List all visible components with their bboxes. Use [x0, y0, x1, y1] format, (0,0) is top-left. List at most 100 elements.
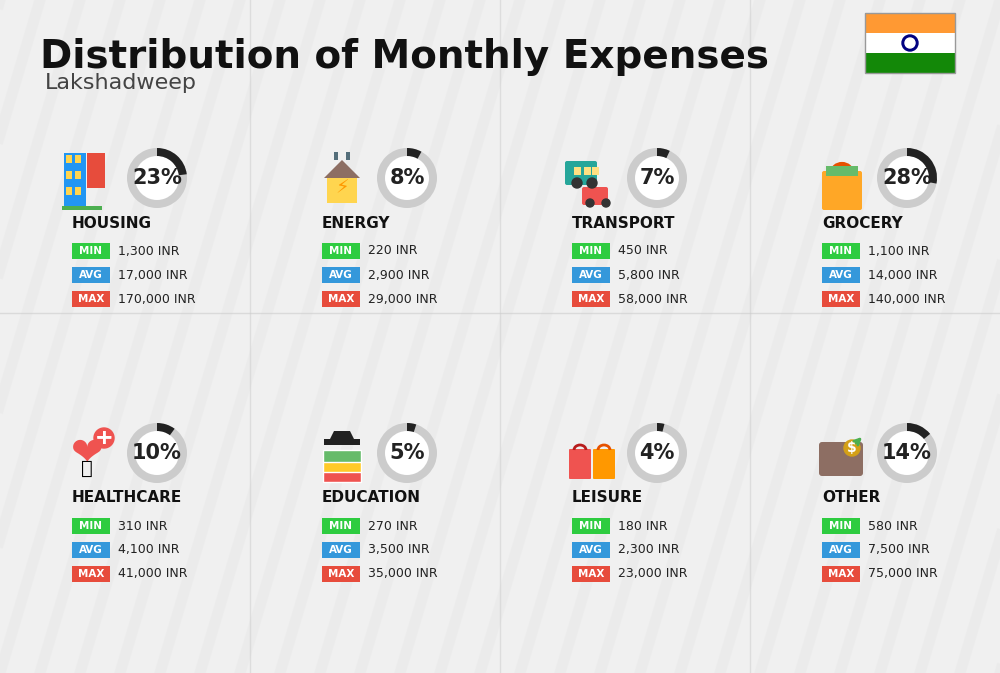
Text: 170,000 INR: 170,000 INR: [118, 293, 196, 306]
Wedge shape: [877, 148, 937, 208]
FancyBboxPatch shape: [323, 460, 361, 472]
Text: MAX: MAX: [328, 569, 354, 579]
Text: MIN: MIN: [830, 521, 852, 531]
FancyBboxPatch shape: [572, 267, 610, 283]
FancyBboxPatch shape: [574, 167, 581, 175]
FancyBboxPatch shape: [323, 470, 361, 482]
Text: 2,300 INR: 2,300 INR: [618, 544, 680, 557]
FancyBboxPatch shape: [569, 449, 591, 479]
Text: MAX: MAX: [78, 294, 104, 304]
Text: MIN: MIN: [580, 246, 602, 256]
Text: MAX: MAX: [578, 569, 604, 579]
FancyBboxPatch shape: [334, 152, 338, 160]
FancyBboxPatch shape: [322, 291, 360, 307]
FancyBboxPatch shape: [865, 53, 955, 73]
FancyBboxPatch shape: [572, 542, 610, 558]
FancyBboxPatch shape: [66, 171, 72, 179]
Text: 4%: 4%: [639, 443, 675, 463]
FancyBboxPatch shape: [75, 155, 81, 163]
Circle shape: [602, 199, 610, 207]
FancyBboxPatch shape: [324, 439, 360, 445]
Circle shape: [135, 431, 179, 475]
FancyBboxPatch shape: [565, 161, 597, 185]
Text: ⚡: ⚡: [335, 178, 349, 197]
Circle shape: [572, 178, 582, 188]
Circle shape: [844, 440, 860, 456]
Text: 10%: 10%: [132, 443, 182, 463]
Wedge shape: [127, 423, 187, 483]
FancyBboxPatch shape: [822, 518, 860, 534]
Wedge shape: [907, 423, 930, 439]
Text: $: $: [847, 441, 857, 455]
Wedge shape: [907, 148, 937, 184]
FancyBboxPatch shape: [572, 291, 610, 307]
Circle shape: [94, 428, 114, 448]
Text: OTHER: OTHER: [822, 491, 880, 505]
Wedge shape: [157, 423, 175, 435]
Text: GROCERY: GROCERY: [822, 215, 903, 230]
Text: 🤲: 🤲: [81, 458, 93, 478]
FancyBboxPatch shape: [75, 171, 81, 179]
Wedge shape: [627, 148, 687, 208]
FancyBboxPatch shape: [72, 291, 110, 307]
FancyBboxPatch shape: [822, 243, 860, 259]
Text: HEALTHCARE: HEALTHCARE: [72, 491, 182, 505]
Text: 23%: 23%: [132, 168, 182, 188]
FancyBboxPatch shape: [64, 153, 86, 208]
Text: 310 INR: 310 INR: [118, 520, 168, 532]
Text: 5,800 INR: 5,800 INR: [618, 269, 680, 281]
Circle shape: [385, 156, 429, 200]
Text: ENERGY: ENERGY: [322, 215, 390, 230]
FancyBboxPatch shape: [322, 267, 360, 283]
Text: HOUSING: HOUSING: [72, 215, 152, 230]
Text: 1,300 INR: 1,300 INR: [118, 244, 180, 258]
Text: MIN: MIN: [830, 246, 852, 256]
Text: Lakshadweep: Lakshadweep: [45, 73, 197, 93]
Wedge shape: [407, 148, 421, 159]
Text: 41,000 INR: 41,000 INR: [118, 567, 188, 581]
FancyBboxPatch shape: [327, 178, 357, 203]
Wedge shape: [657, 423, 664, 431]
Text: AVG: AVG: [79, 270, 103, 280]
Wedge shape: [407, 423, 416, 432]
Circle shape: [885, 156, 929, 200]
FancyBboxPatch shape: [865, 33, 955, 53]
FancyBboxPatch shape: [72, 267, 110, 283]
Circle shape: [587, 178, 597, 188]
Text: 28%: 28%: [882, 168, 932, 188]
FancyBboxPatch shape: [822, 291, 860, 307]
Text: TRANSPORT: TRANSPORT: [572, 215, 676, 230]
Text: AVG: AVG: [829, 270, 853, 280]
Text: 7%: 7%: [639, 168, 675, 188]
Text: MAX: MAX: [328, 294, 354, 304]
FancyBboxPatch shape: [72, 243, 110, 259]
FancyBboxPatch shape: [66, 155, 72, 163]
Wedge shape: [127, 148, 187, 208]
Text: LEISURE: LEISURE: [572, 491, 643, 505]
Text: 17,000 INR: 17,000 INR: [118, 269, 188, 281]
Text: MIN: MIN: [80, 246, 103, 256]
FancyBboxPatch shape: [72, 518, 110, 534]
Polygon shape: [330, 431, 354, 439]
Text: Distribution of Monthly Expenses: Distribution of Monthly Expenses: [40, 38, 769, 76]
FancyBboxPatch shape: [322, 542, 360, 558]
Wedge shape: [377, 423, 437, 483]
Text: MAX: MAX: [78, 569, 104, 579]
Text: MIN: MIN: [580, 521, 602, 531]
Wedge shape: [877, 423, 937, 483]
FancyBboxPatch shape: [72, 542, 110, 558]
Text: 220 INR: 220 INR: [368, 244, 418, 258]
Circle shape: [635, 156, 679, 200]
FancyBboxPatch shape: [582, 187, 608, 205]
Text: 5%: 5%: [389, 443, 425, 463]
Text: AVG: AVG: [329, 270, 353, 280]
FancyBboxPatch shape: [819, 442, 863, 476]
Text: 8%: 8%: [389, 168, 425, 188]
Text: 2,900 INR: 2,900 INR: [368, 269, 430, 281]
FancyBboxPatch shape: [72, 566, 110, 582]
Text: 23,000 INR: 23,000 INR: [618, 567, 688, 581]
FancyBboxPatch shape: [822, 566, 860, 582]
Text: 35,000 INR: 35,000 INR: [368, 567, 438, 581]
Text: 180 INR: 180 INR: [618, 520, 668, 532]
Text: 29,000 INR: 29,000 INR: [368, 293, 438, 306]
